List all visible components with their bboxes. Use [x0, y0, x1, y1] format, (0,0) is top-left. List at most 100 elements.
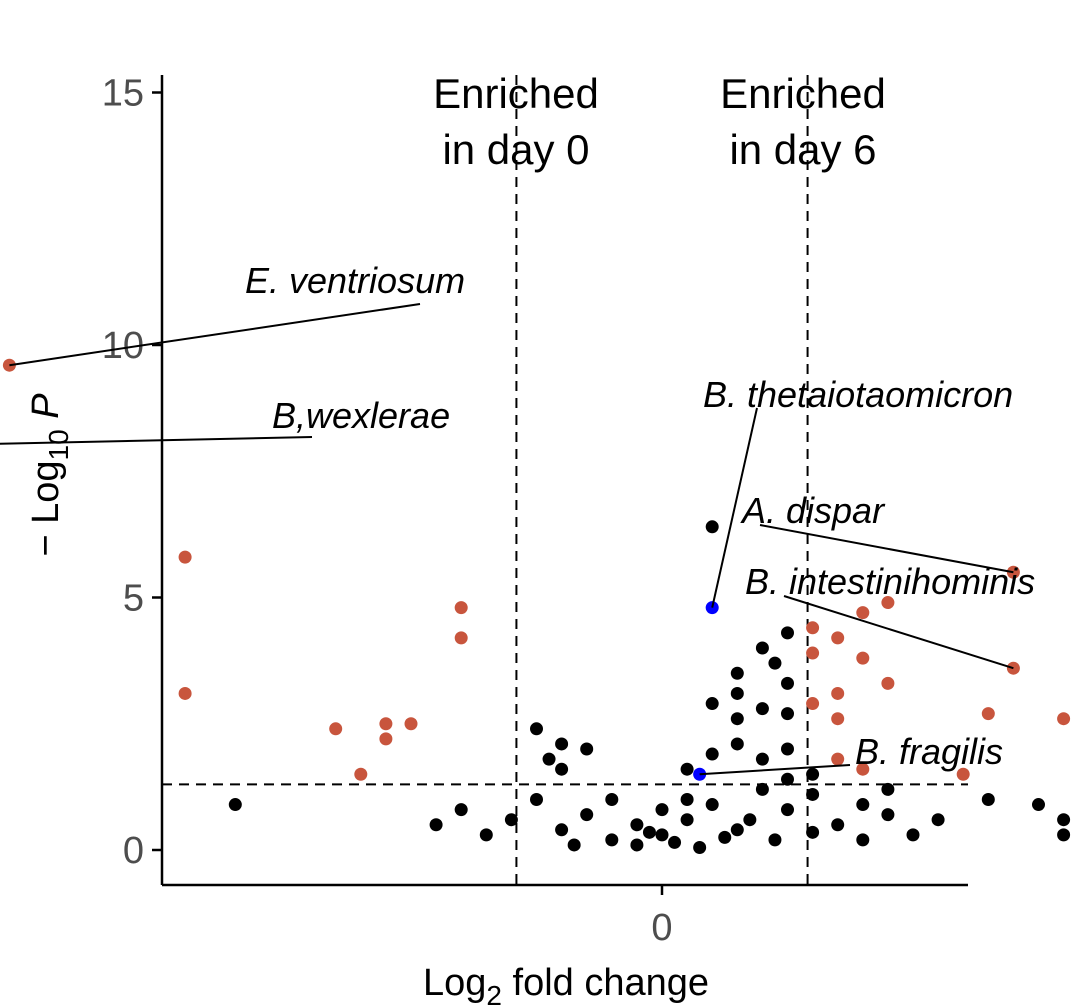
nonsignificant-point: [530, 722, 543, 736]
nonsignificant-point: [580, 742, 594, 756]
significant-point: [404, 717, 418, 731]
nonsignificant-point: [718, 830, 732, 844]
nonsignificant-point: [881, 782, 895, 796]
nonsignificant-point: [730, 712, 744, 726]
region-label: in day 0: [442, 126, 589, 173]
nonsignificant-point: [856, 798, 870, 812]
y-axis-title: − Log10 P: [25, 393, 74, 557]
nonsignificant-point: [1057, 813, 1071, 827]
x-axis-title: Log2 fold change: [423, 962, 709, 1008]
nonsignificant-point: [567, 838, 581, 852]
significant-point: [981, 707, 995, 721]
nonsignificant-point: [730, 666, 744, 680]
annotation-leader-line: [711, 407, 758, 608]
nonsignificant-point: [981, 793, 995, 806]
nonsignificant-point: [705, 697, 719, 711]
nonsignificant-point: [931, 813, 945, 827]
annotations: E. ventriosum B,wexlerae B. thetaiotaomicr…: [0, 260, 1035, 776]
nonsignificant-point: [781, 772, 794, 786]
annotation-label: B. thetaiotaomicron: [703, 374, 1013, 415]
axes: -505051015: [102, 73, 968, 949]
significant-point: [956, 767, 970, 781]
nonsignificant-point: [680, 762, 694, 776]
significant-point: [178, 550, 192, 564]
nonsignificant-point: [806, 787, 820, 801]
significant-point: [379, 717, 393, 731]
data-points: [2, 358, 1071, 854]
nonsignificant-point: [906, 828, 920, 842]
nonsignificant-point: [705, 798, 719, 812]
annotation-leader-line: [0, 436, 313, 445]
nonsignificant-point: [228, 798, 242, 812]
nonsignificant-point: [768, 833, 782, 847]
significant-point: [379, 732, 393, 746]
significant-point: [831, 712, 845, 726]
significant-point: [881, 676, 895, 690]
threshold-lines: [162, 75, 968, 885]
significant-point: [831, 752, 845, 766]
nonsignificant-point: [781, 803, 794, 817]
nonsignificant-point: [881, 808, 895, 822]
nonsignificant-point: [730, 737, 744, 751]
nonsignificant-point: [655, 803, 669, 817]
nonsignificant-point: [730, 823, 744, 837]
significant-point: [806, 621, 820, 635]
nonsignificant-point: [605, 833, 619, 847]
nonsignificant-point: [555, 762, 569, 776]
y-tick-label: 0: [123, 830, 144, 872]
significant-point: [856, 762, 870, 776]
nonsignificant-point: [555, 823, 569, 837]
nonsignificant-point: [781, 742, 794, 756]
significant-point: [856, 651, 870, 665]
significant-point: [329, 722, 343, 736]
annotation-label: E. ventriosum: [245, 260, 465, 301]
nonsignificant-point: [680, 793, 694, 806]
nonsignificant-point: [755, 782, 769, 796]
annotation-leader-line: [699, 764, 851, 776]
significant-point: [831, 686, 845, 700]
significant-point: [806, 646, 820, 660]
nonsignificant-point: [655, 828, 669, 842]
annotation-label: B. fragilis: [855, 731, 1003, 772]
nonsignificant-point: [806, 767, 820, 781]
nonsignificant-point: [580, 808, 594, 822]
nonsignificant-point: [630, 838, 644, 852]
region-labels: Enriched in day 0 Enriched in day 6: [433, 70, 886, 173]
significant-point: [831, 631, 845, 645]
significant-point: [454, 601, 468, 615]
nonsignificant-point: [605, 793, 619, 806]
nonsignificant-point: [831, 818, 845, 832]
region-label: Enriched: [720, 70, 886, 117]
nonsignificant-point: [530, 793, 543, 806]
nonsignificant-point: [504, 813, 518, 827]
y-tick-label: 15: [102, 73, 144, 115]
annotation-label: A. dispar: [740, 490, 886, 531]
nonsignificant-point: [781, 626, 794, 640]
nonsignificant-point: [642, 825, 656, 839]
y-tick-label: 5: [123, 578, 144, 620]
annotation-leader-line: [759, 524, 1014, 574]
significant-point: [454, 631, 468, 645]
nonsignificant-point: [768, 656, 782, 670]
nonsignificant-point: [856, 833, 870, 847]
annotation-leader-line: [783, 595, 1014, 670]
significant-point: [856, 606, 870, 620]
nonsignificant-point: [454, 803, 468, 817]
nonsignificant-point: [680, 813, 694, 827]
significant-point: [1057, 712, 1071, 726]
annotation-label: B,wexlerae: [272, 395, 450, 436]
nonsignificant-point: [705, 520, 719, 534]
nonsignificant-point: [668, 835, 682, 849]
nonsignificant-point: [555, 737, 569, 751]
nonsignificant-point: [1032, 798, 1045, 812]
nonsignificant-point: [705, 747, 719, 761]
nonsignificant-point: [743, 813, 757, 827]
nonsignificant-point: [630, 818, 644, 832]
annotation-leader-line: [9, 303, 421, 367]
nonsignificant-point: [781, 676, 794, 690]
region-label: in day 6: [729, 126, 876, 173]
x-tick-label: 0: [651, 907, 672, 949]
annotation-label: B. intestinihominis: [745, 561, 1035, 602]
nonsignificant-point: [730, 686, 744, 700]
significant-point: [354, 767, 368, 781]
